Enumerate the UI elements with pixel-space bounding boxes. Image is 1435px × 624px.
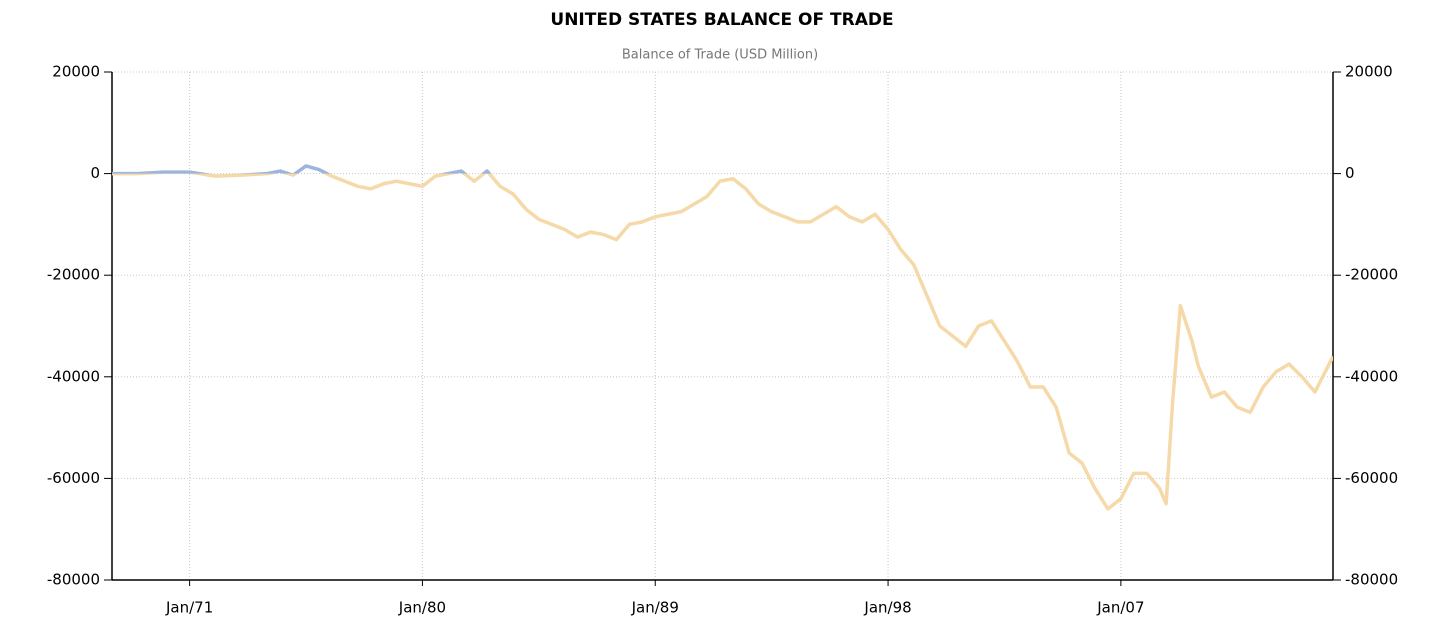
chart-title: UNITED STATES BALANCE OF TRADE (550, 10, 893, 30)
y2-tick-label: -60000 (1345, 469, 1398, 487)
x-tick-label: Jan/80 (398, 599, 446, 617)
y-tick-label: -40000 (47, 367, 100, 385)
series-line-negative (112, 173, 1333, 511)
y2-tick-label: -40000 (1345, 367, 1398, 385)
y2-tick-label: 0 (1345, 164, 1355, 182)
y2-tick-label: 20000 (1345, 63, 1393, 81)
chart-subtitle: Balance of Trade (USD Million) (622, 48, 818, 63)
x-tick-label: Jan/07 (1096, 599, 1144, 617)
series-line-positive (112, 164, 492, 174)
y-tick-label: 0 (90, 164, 100, 182)
y-tick-label: -60000 (47, 469, 100, 487)
y-tick-label: -80000 (47, 571, 100, 589)
x-tick-label: Jan/89 (631, 599, 679, 617)
y2-tick-label: -20000 (1345, 266, 1398, 284)
y-tick-label: -20000 (47, 266, 100, 284)
x-tick-label: Jan/98 (863, 599, 911, 617)
y2-tick-label: -80000 (1345, 571, 1398, 589)
x-tick-label: Jan/71 (165, 599, 213, 617)
y-tick-label: 20000 (52, 63, 100, 81)
